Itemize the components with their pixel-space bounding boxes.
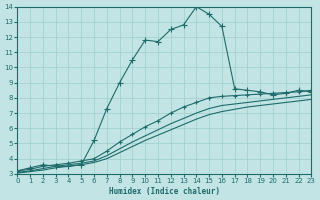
X-axis label: Humidex (Indice chaleur): Humidex (Indice chaleur)	[109, 187, 220, 196]
